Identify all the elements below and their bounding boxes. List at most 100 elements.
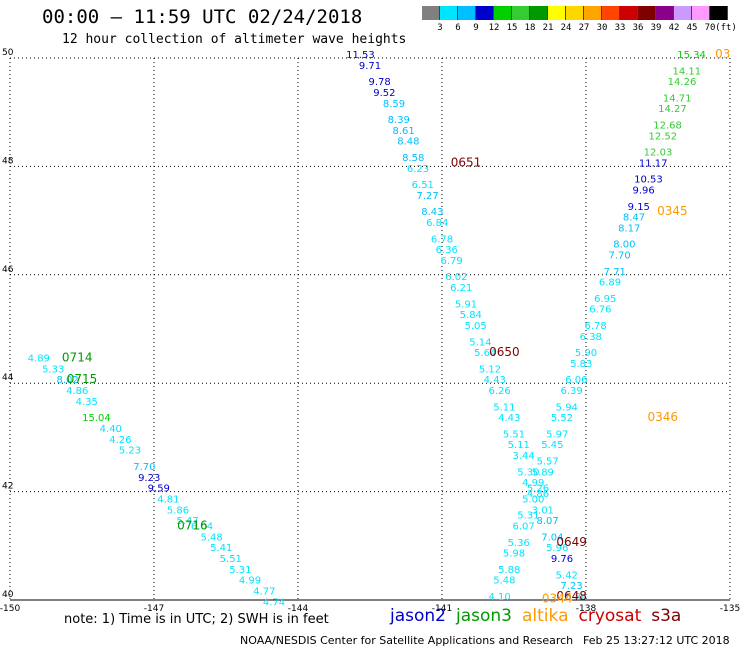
- swh-data-label: 5.52: [551, 413, 573, 424]
- swh-data-label: 5.89: [532, 467, 554, 478]
- swh-data-label: 12.52: [648, 131, 677, 142]
- swh-data-label: 4.26: [109, 435, 131, 446]
- pass-time-label: 0648: [556, 589, 587, 603]
- color-scale-swatch: [620, 6, 638, 20]
- swh-data-label: 5.36: [508, 538, 530, 549]
- swh-data-label: 3.44: [512, 451, 534, 462]
- color-scale-label: 9: [473, 23, 479, 33]
- swh-data-label: 6.78: [584, 321, 606, 332]
- color-scale-swatch: [656, 6, 674, 20]
- pass-time-label: 0346: [648, 410, 679, 424]
- color-scale-label: 42: [668, 23, 680, 33]
- color-scale-unit: (ft): [715, 23, 737, 33]
- swh-data-label: 5.41: [210, 543, 232, 554]
- swh-data-label: 5.26: [527, 484, 549, 495]
- x-tick-label: -141: [432, 604, 452, 614]
- color-scale-label: 24: [560, 23, 572, 33]
- swh-data-label: 6.06: [565, 375, 587, 386]
- y-tick-label: 50: [2, 48, 14, 58]
- color-scale-label: 33: [614, 23, 626, 33]
- swh-data-label: 5.12: [479, 364, 501, 375]
- swh-data-label: 5.94: [556, 402, 578, 413]
- color-scale-swatch: [548, 6, 566, 20]
- pass-time-label: 0345: [657, 204, 688, 218]
- swh-data-label: 6.89: [599, 278, 621, 289]
- pass-time-label: 0650: [489, 345, 520, 359]
- swh-data-label: 4.43: [484, 375, 506, 386]
- swh-data-label: 5.98: [503, 549, 525, 560]
- swh-data-label: 4.86: [66, 386, 88, 397]
- units-note: note: 1) Time is in UTC; 2) SWH is in fe…: [64, 612, 329, 627]
- swh-data-label: 5.11: [493, 402, 515, 413]
- pass-time-label: 0344: [542, 592, 573, 606]
- swh-data-label: 8.47: [623, 213, 645, 224]
- swh-data-label: 14.71: [663, 93, 692, 104]
- y-tick-label: 46: [2, 265, 14, 275]
- color-scale-label: 3: [437, 23, 443, 33]
- legend-entry: jason3: [456, 606, 512, 626]
- legend-entry: altika: [522, 606, 569, 626]
- color-scale-swatch: [476, 6, 494, 20]
- swh-data-label: 6.23: [407, 164, 429, 175]
- swh-data-label: 6.95: [594, 294, 616, 305]
- swh-data-label: 15.04: [82, 413, 111, 424]
- color-scale-swatch: [602, 6, 620, 20]
- swh-data-label: 5.83: [570, 359, 592, 370]
- swh-data-label: 4.99: [522, 478, 544, 489]
- swh-data-label: 9.52: [373, 88, 395, 99]
- swh-data-label: 4.40: [100, 424, 122, 435]
- swh-data-label: 4.43: [498, 413, 520, 424]
- color-scale-swatch: [638, 6, 656, 20]
- swh-data-label: 9.15: [628, 202, 650, 213]
- swh-data-label: 5.84: [565, 592, 587, 603]
- color-scale-swatch: [458, 6, 476, 20]
- swh-data-label: 12.68: [653, 120, 682, 131]
- swh-data-label: 5.47: [176, 516, 198, 527]
- color-scale-swatch: [512, 6, 530, 20]
- swh-data-label: 7.71: [604, 267, 626, 278]
- swh-data-label: 8.43: [421, 207, 443, 218]
- color-scale-label: 12: [488, 23, 500, 33]
- swh-data-label: 9.78: [368, 77, 390, 88]
- color-scale-label: 18: [524, 23, 536, 33]
- swh-data-label: 8.02: [56, 375, 78, 386]
- swh-data-label: 14.11: [672, 66, 701, 77]
- swh-data-label: 8.61: [392, 126, 414, 137]
- swh-data-label: 5.57: [536, 457, 558, 468]
- swh-data-label: 5.42: [556, 570, 578, 581]
- swh-data-label: 8.17: [618, 223, 640, 234]
- swh-data-label: 10.53: [634, 175, 663, 186]
- color-scale-label: 45: [686, 23, 698, 33]
- swh-data-label: 8.39: [388, 115, 410, 126]
- pass-time-label: 0649: [556, 535, 587, 549]
- legend-entry: s3a: [651, 606, 682, 626]
- color-scale-label: 15: [506, 23, 518, 33]
- swh-data-label: 7.27: [416, 191, 438, 202]
- generated-timestamp: Feb 25 13:27:12 UTC 2018: [583, 634, 730, 647]
- swh-data-label: 5.05: [464, 321, 486, 332]
- swh-data-label: 14.27: [658, 104, 687, 115]
- swh-data-label: 7.70: [608, 251, 630, 262]
- color-scale-swatch: [692, 6, 710, 20]
- pass-time-label: 0651: [451, 155, 482, 169]
- y-tick-label: 42: [2, 482, 13, 492]
- swh-data-label: 6.02: [445, 272, 467, 283]
- credit-line: NOAA/NESDIS Center for Satellite Applica…: [240, 634, 574, 647]
- y-tick-label: 48: [2, 156, 14, 166]
- swh-data-label: 6.38: [580, 332, 602, 343]
- swh-data-label: 5.14: [469, 337, 491, 348]
- swh-data-label: 5.90: [575, 348, 597, 359]
- swh-data-label: 14.26: [668, 77, 697, 88]
- swh-data-label: 5.51: [220, 554, 242, 565]
- x-tick-label: -138: [576, 604, 597, 614]
- swh-data-label: 5.00: [522, 494, 544, 505]
- swh-data-label: 5.33: [42, 364, 64, 375]
- swh-data-label: 7.04: [541, 532, 563, 543]
- swh-data-label: 6.36: [436, 245, 458, 256]
- swh-data-label: 8.07: [536, 516, 558, 527]
- swh-data-label: 9.23: [138, 473, 160, 484]
- legend-entry: cryosat: [578, 606, 642, 626]
- y-tick-label: 40: [2, 590, 14, 600]
- color-scale-label: 39: [650, 23, 662, 33]
- chart-subtitle: 12 hour collection of altimeter wave hei…: [62, 32, 407, 47]
